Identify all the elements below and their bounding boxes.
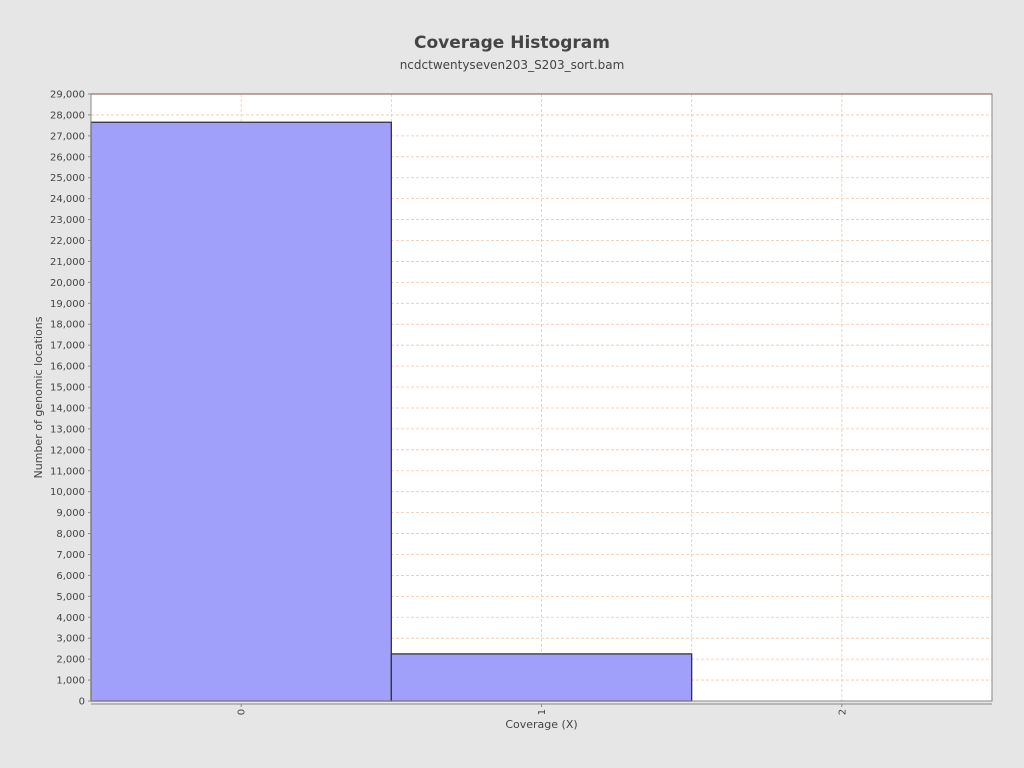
y-tick-label: 16,000 xyxy=(50,362,85,373)
x-axis-label: Coverage (X) xyxy=(505,718,577,731)
y-tick-label: 8,000 xyxy=(56,529,85,540)
histogram-bar-1 xyxy=(390,653,693,702)
y-tick-label: 18,000 xyxy=(50,320,85,331)
y-tick-label: 28,000 xyxy=(50,110,85,121)
y-tick-label: 3,000 xyxy=(56,634,85,645)
y-tick-label: 7,000 xyxy=(56,550,85,561)
x-tick-label: 2 xyxy=(837,709,848,715)
y-tick-label: 9,000 xyxy=(56,508,85,519)
bars xyxy=(90,121,693,702)
y-axis-label: Number of genomic locations xyxy=(32,316,45,478)
y-tick-label: 20,000 xyxy=(50,278,85,289)
y-tick-label: 21,000 xyxy=(50,257,85,268)
y-tick-label: 25,000 xyxy=(50,173,85,184)
x-tick-label: 0 xyxy=(237,709,248,715)
y-tick-label: 5,000 xyxy=(56,592,85,603)
y-tick-label: 27,000 xyxy=(50,131,85,142)
y-tick-label: 12,000 xyxy=(50,445,85,456)
x-tick-label: 1 xyxy=(537,709,548,715)
chart-subtitle: ncdctwentyseven203_S203_sort.bam xyxy=(400,58,625,72)
y-tick-label: 15,000 xyxy=(50,383,85,394)
y-tick-label: 13,000 xyxy=(50,424,85,435)
y-tick-label: 6,000 xyxy=(56,571,85,582)
y-tick-label: 10,000 xyxy=(50,487,85,498)
y-tick-label: 23,000 xyxy=(50,215,85,226)
y-tick-label: 22,000 xyxy=(50,236,85,247)
y-tick-label: 29,000 xyxy=(50,90,85,101)
y-tick-label: 17,000 xyxy=(50,341,85,352)
y-tick-label: 19,000 xyxy=(50,299,85,310)
y-tick-label: 1,000 xyxy=(56,676,85,687)
y-tick-label: 0 xyxy=(79,697,85,708)
y-tick-label: 26,000 xyxy=(50,152,85,163)
y-tick-label: 4,000 xyxy=(56,613,85,624)
histogram-bar-0 xyxy=(90,121,392,702)
y-axis: 0 1,000 2,000 3,000 4,000 5,000 6,000 7,000 8,00… xyxy=(50,90,91,708)
chart-title: Coverage Histogram xyxy=(414,33,610,53)
y-tick-label: 2,000 xyxy=(56,655,85,666)
x-axis: 0 1 2 xyxy=(91,703,992,715)
y-tick-label: 11,000 xyxy=(50,466,85,477)
y-tick-label: 24,000 xyxy=(50,194,85,205)
y-tick-label: 14,000 xyxy=(50,403,85,414)
